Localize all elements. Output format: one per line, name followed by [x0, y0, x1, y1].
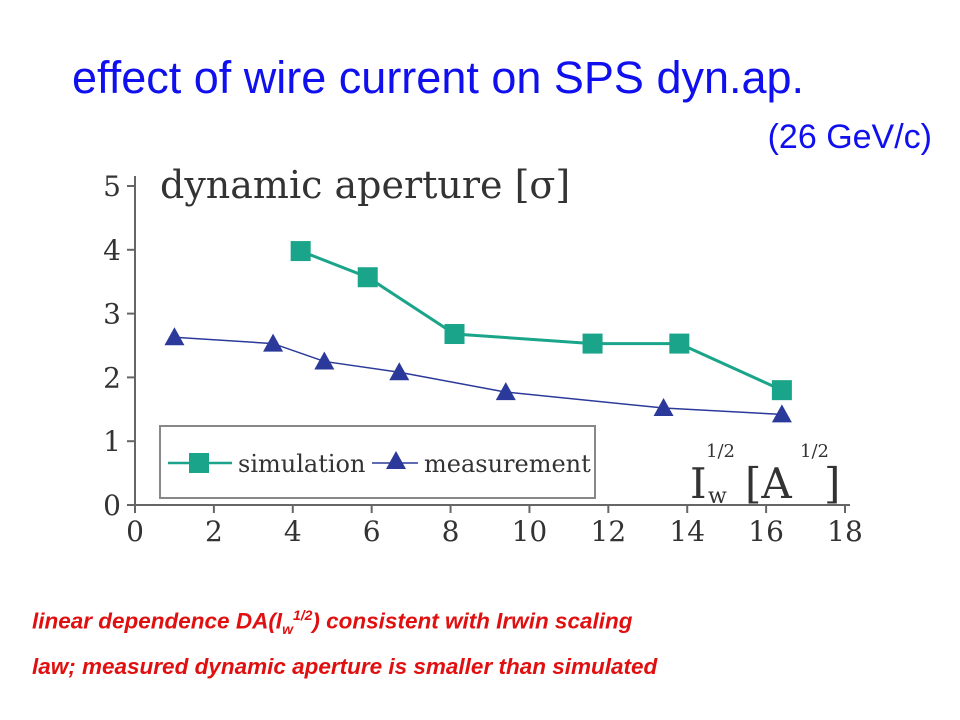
- measurement-point-6: [771, 404, 792, 423]
- legend-measurement-label: measurement: [424, 450, 591, 478]
- x-tick-label-18: 18: [827, 515, 863, 548]
- y-tick-label-3: 3: [103, 298, 121, 331]
- simulation-point-1: [357, 267, 378, 288]
- x-label-bracket: [A: [745, 459, 792, 508]
- chart-legend: simulation measurement: [159, 425, 596, 499]
- x-tick-label-10: 10: [512, 515, 548, 548]
- caption: linear dependence DA(Iw1/2) consistent w…: [32, 596, 932, 686]
- x-tick-label-16: 16: [748, 515, 784, 548]
- simulation-point-3: [582, 333, 603, 354]
- simulation-point-2: [444, 324, 465, 345]
- legend-simulation-label: simulation: [238, 450, 365, 478]
- simulation-point-4: [669, 333, 690, 354]
- x-axis-label: I 1/2 w [A 1/2 ]: [690, 441, 840, 509]
- y-tick-label-5: 5: [103, 170, 121, 203]
- x-tick-label-2: 2: [205, 515, 223, 548]
- x-tick-label-8: 8: [442, 515, 460, 548]
- y-tick-label-4: 4: [103, 234, 121, 267]
- legend-measurement-marker: [386, 451, 406, 469]
- x-label-i-sub: w: [708, 484, 727, 509]
- simulation-line: [300, 249, 783, 392]
- y-tick-label-2: 2: [103, 361, 121, 394]
- measurement-point-3: [389, 362, 410, 381]
- legend-simulation-marker: [189, 453, 209, 473]
- x-label-i-sup: 1/2: [706, 441, 735, 462]
- caption-line-1: linear dependence DA(Iw1/2) consistent w…: [32, 607, 633, 637]
- measurement-point-2: [314, 351, 335, 370]
- x-tick-label-14: 14: [669, 515, 705, 548]
- x-tick-label-12: 12: [591, 515, 627, 548]
- x-label-a-sup: 1/2: [800, 441, 829, 462]
- x-tick-label-4: 4: [284, 515, 302, 548]
- chart-title: dynamic aperture [σ]: [160, 163, 570, 207]
- caption-line-2: law; measured dynamic aperture is smalle…: [32, 654, 658, 679]
- simulation-point-0: [290, 241, 311, 262]
- y-tick-label-0: 0: [103, 489, 121, 522]
- measurement-point-4: [495, 382, 516, 401]
- series-layer: [164, 241, 792, 423]
- legend-box: [159, 425, 596, 499]
- x-tick-label-6: 6: [363, 515, 381, 548]
- x-tick-label-0: 0: [126, 515, 144, 548]
- x-label-close: ]: [824, 459, 840, 508]
- slide-subtitle: (26 GeV/c): [767, 118, 932, 156]
- x-label-i: I: [690, 459, 707, 508]
- slide-title: effect of wire current on SPS dyn.ap.: [72, 52, 805, 103]
- y-tick-label-1: 1: [103, 425, 121, 458]
- measurement-point-1: [263, 333, 284, 352]
- simulation-point-5: [771, 380, 792, 401]
- measurement-point-5: [653, 398, 674, 417]
- measurement-point-0: [164, 327, 185, 346]
